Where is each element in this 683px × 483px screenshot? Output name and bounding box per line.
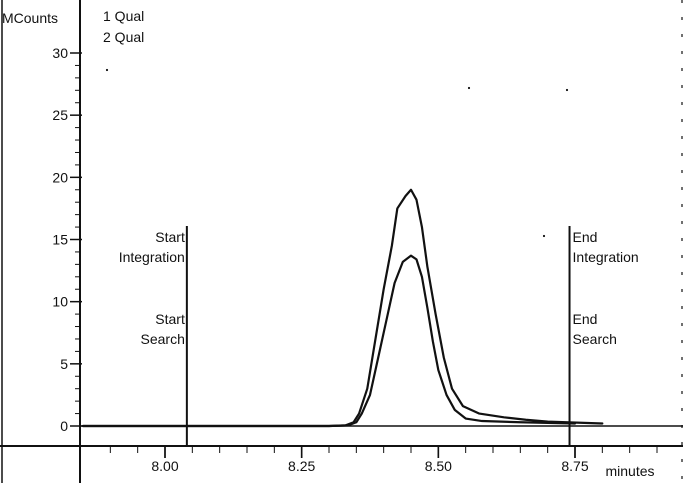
x-tick-label-8.75: 8.75 [561, 458, 588, 474]
y-tick-label-25: 25 [52, 107, 68, 123]
y-tick-label-15: 15 [52, 232, 68, 248]
y-tick-label-10: 10 [52, 294, 68, 310]
y-tick-label-30: 30 [52, 45, 68, 61]
end-integration-label-2: Integration [573, 249, 639, 265]
y-unit-label: MCounts [2, 10, 58, 26]
start-search-label-2: Search [141, 331, 185, 347]
speck-3 [565, 88, 569, 92]
start-search-label-1: Start [155, 311, 185, 327]
speck-1 [105, 68, 109, 72]
end-integration-label-1: End [573, 229, 598, 245]
series-layer [81, 68, 604, 428]
legend-entry-2: 2 Qual [103, 29, 144, 45]
y-tick-label-5: 5 [60, 356, 68, 372]
start-integration-label-1: Start [155, 229, 185, 245]
integration-markers: Start Integration Start Search End Integratio… [119, 226, 639, 446]
series-2-line [81, 254, 577, 428]
start-integration-label-2: Integration [119, 249, 185, 265]
y-tick-label-0: 0 [60, 418, 68, 434]
y-tick-label-20: 20 [52, 169, 68, 185]
speck-4 [542, 234, 546, 238]
x-tick-label-8.50: 8.50 [425, 458, 452, 474]
series-1-line [81, 188, 604, 428]
speck-2 [467, 86, 471, 90]
end-search-label-2: Search [573, 331, 617, 347]
x-tick-label-8.00: 8.00 [151, 458, 178, 474]
end-search-label-1: End [573, 311, 598, 327]
legend-entry-1: 1 Qual [103, 8, 144, 24]
x-unit-label: minutes [605, 463, 654, 479]
x-tick-label-8.25: 8.25 [288, 458, 315, 474]
